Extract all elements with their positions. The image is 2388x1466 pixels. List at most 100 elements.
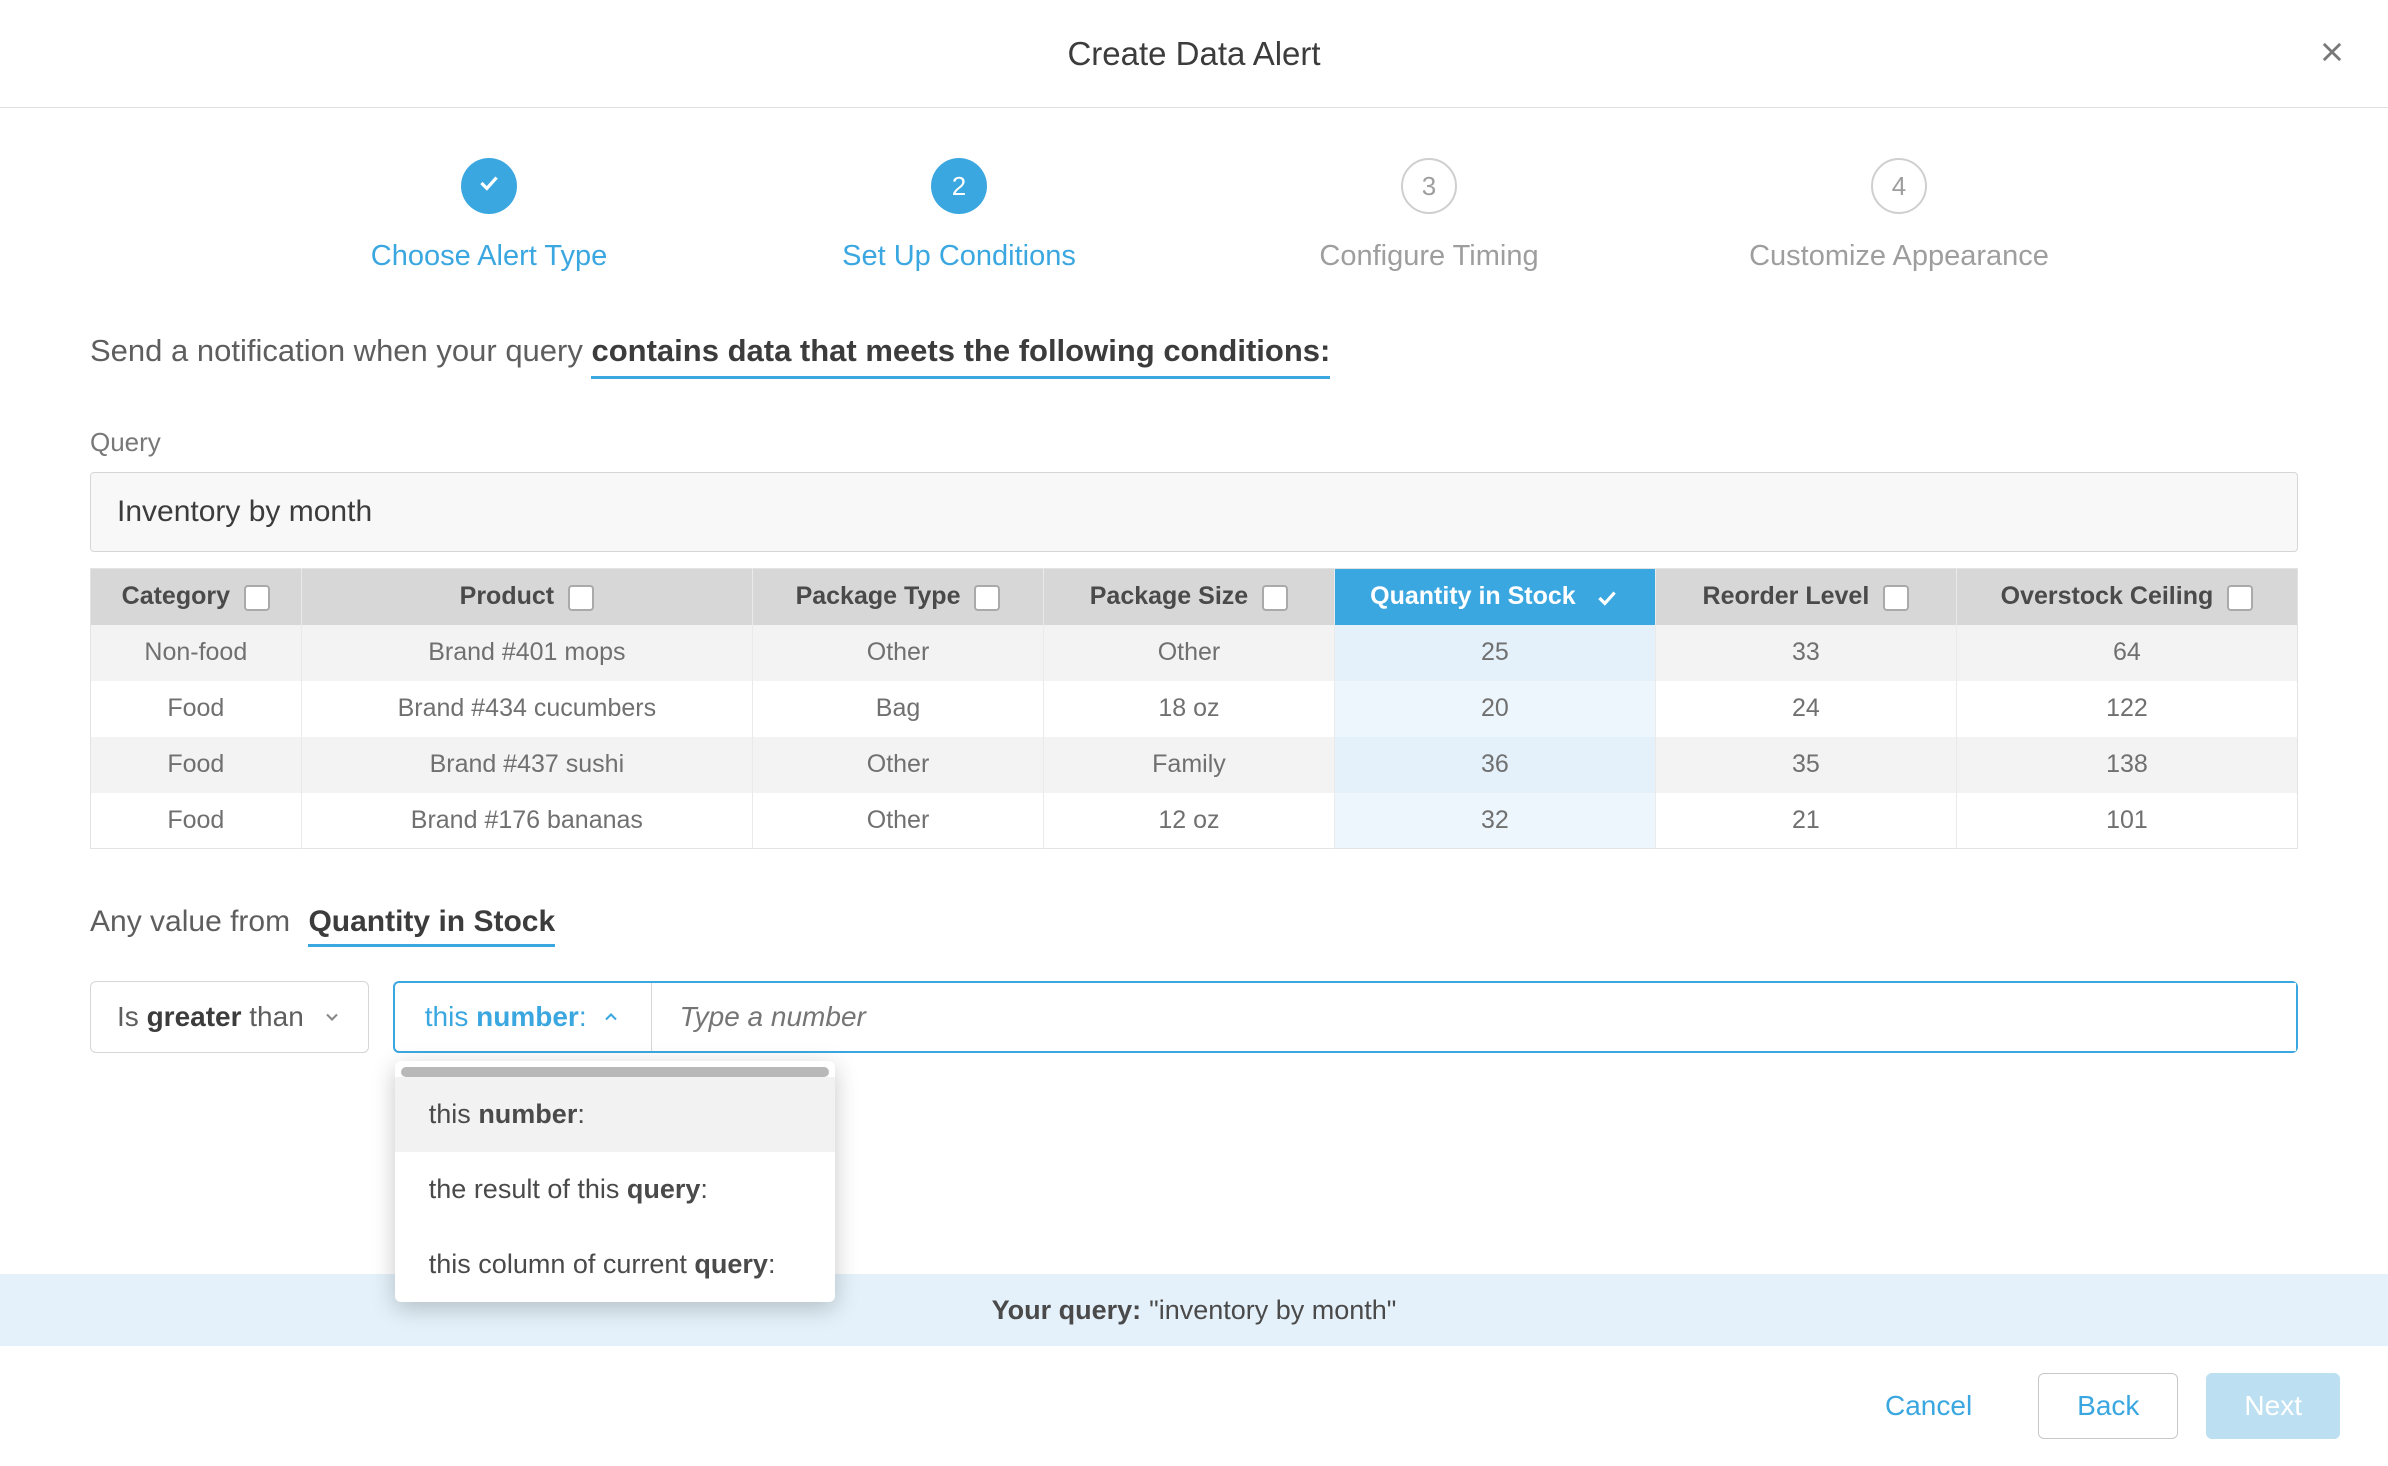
condition-controls: Is greater than this number: this number…: [90, 981, 2298, 1053]
next-button[interactable]: Next: [2206, 1373, 2340, 1439]
table-cell: 18 oz: [1044, 681, 1335, 737]
back-button[interactable]: Back: [2038, 1373, 2178, 1439]
comparator-post: than: [242, 1001, 304, 1032]
notification-condition-dropdown[interactable]: contains data that meets the following c…: [591, 333, 1330, 379]
dropdown-item-column[interactable]: this column of current query:: [395, 1227, 835, 1302]
value-type-post: :: [579, 1001, 587, 1032]
table-cell: Food: [91, 681, 302, 737]
comparator-select[interactable]: Is greater than: [90, 981, 369, 1053]
column-header[interactable]: Package Type: [753, 569, 1044, 625]
step-label: Customize Appearance: [1749, 240, 2049, 273]
column-header[interactable]: Quantity in Stock: [1334, 569, 1655, 625]
step-choose-alert-type[interactable]: Choose Alert Type: [254, 158, 724, 273]
condition-column-dropdown[interactable]: Quantity in Stock: [308, 905, 555, 947]
step-customize-appearance[interactable]: 4 Customize Appearance: [1664, 158, 2134, 273]
notification-sentence: Send a notification when your query cont…: [90, 333, 2298, 369]
cancel-button[interactable]: Cancel: [1847, 1373, 2010, 1439]
query-field-label: Query: [90, 427, 2298, 458]
comparator-pre: Is: [117, 1001, 147, 1032]
table-cell: Food: [91, 737, 302, 793]
check-icon: [476, 170, 502, 203]
table-cell: Other: [753, 793, 1044, 849]
table-cell: 33: [1655, 625, 1956, 681]
condition-sentence: Any value from Quantity in Stock: [90, 905, 2298, 939]
banner-label: Your query:: [992, 1295, 1142, 1326]
dropdown-item-number[interactable]: this number:: [395, 1077, 835, 1152]
table-cell: 35: [1655, 737, 1956, 793]
footer-actions: Cancel Back Next: [0, 1346, 2388, 1466]
column-label: Overstock Ceiling: [2001, 582, 2214, 610]
step-label: Choose Alert Type: [371, 240, 607, 273]
table-cell: Brand #176 bananas: [301, 793, 752, 849]
step-label: Set Up Conditions: [842, 240, 1076, 273]
comparator-bold: greater: [147, 1001, 242, 1032]
close-button[interactable]: [2312, 32, 2352, 72]
step-circle: 3: [1401, 158, 1457, 214]
step-configure-timing[interactable]: 3 Configure Timing: [1194, 158, 1664, 273]
close-icon: [2318, 38, 2346, 66]
column-checkbox[interactable]: [974, 585, 1000, 611]
table-row: FoodBrand #437 sushiOtherFamily3635138: [91, 737, 2298, 793]
column-header[interactable]: Overstock Ceiling: [1956, 569, 2297, 625]
table-cell: 24: [1655, 681, 1956, 737]
chevron-up-icon: [601, 1007, 621, 1027]
table-cell: 21: [1655, 793, 1956, 849]
dropdown-item-query-result[interactable]: the result of this query:: [395, 1152, 835, 1227]
column-label: Quantity in Stock: [1370, 582, 1576, 610]
table-cell: 12 oz: [1044, 793, 1335, 849]
column-header[interactable]: Reorder Level: [1655, 569, 1956, 625]
table-cell: Family: [1044, 737, 1335, 793]
step-circle: [461, 158, 517, 214]
column-header[interactable]: Package Size: [1044, 569, 1335, 625]
column-label: Product: [460, 582, 554, 610]
condition-prefix: Any value from: [90, 905, 290, 938]
value-type-dropdown: this number: the result of this query: t…: [395, 1061, 835, 1302]
table-row: FoodBrand #434 cucumbersBag18 oz2024122: [91, 681, 2298, 737]
notification-prefix: Send a notification when your query: [90, 333, 591, 368]
content-area: Send a notification when your query cont…: [0, 273, 2388, 1053]
table-cell: Food: [91, 793, 302, 849]
value-type-pre: this: [425, 1001, 476, 1032]
table-cell: 64: [1956, 625, 2297, 681]
table-row: Non-foodBrand #401 mopsOtherOther253364: [91, 625, 2298, 681]
stepper: Choose Alert Type 2 Set Up Conditions 3 …: [0, 108, 2388, 273]
banner-value: "inventory by month": [1149, 1295, 1396, 1326]
value-number-input[interactable]: [652, 983, 2296, 1051]
dropdown-scrollbar[interactable]: [401, 1067, 829, 1077]
table-cell: 20: [1334, 681, 1655, 737]
table-cell: Bag: [753, 681, 1044, 737]
column-checkbox[interactable]: [568, 585, 594, 611]
step-circle: 2: [931, 158, 987, 214]
chevron-down-icon: [322, 1007, 342, 1027]
value-input-group: this number: this number: the result of …: [393, 981, 2298, 1053]
value-type-bold: number: [476, 1001, 579, 1032]
table-cell: 101: [1956, 793, 2297, 849]
value-type-select[interactable]: this number:: [395, 983, 652, 1051]
check-icon: [1594, 585, 1620, 611]
column-checkbox[interactable]: [1883, 585, 1909, 611]
column-header[interactable]: Category: [91, 569, 302, 625]
query-summary-banner: Your query: "inventory by month": [0, 1274, 2388, 1346]
column-checkbox[interactable]: [244, 585, 270, 611]
column-checkbox[interactable]: [2227, 585, 2253, 611]
data-preview-table: Category Product Package Type Package Size Q…: [90, 568, 2298, 849]
table-cell: 36: [1334, 737, 1655, 793]
column-header[interactable]: Product: [301, 569, 752, 625]
step-label: Configure Timing: [1319, 240, 1538, 273]
table-cell: Other: [1044, 625, 1335, 681]
table-cell: 32: [1334, 793, 1655, 849]
table-cell: Brand #434 cucumbers: [301, 681, 752, 737]
table-cell: Brand #437 sushi: [301, 737, 752, 793]
table-cell: 122: [1956, 681, 2297, 737]
step-set-up-conditions[interactable]: 2 Set Up Conditions: [724, 158, 1194, 273]
column-label: Package Size: [1090, 582, 1248, 610]
modal-title: Create Data Alert: [1067, 35, 1320, 73]
column-label: Package Type: [796, 582, 961, 610]
table-row: FoodBrand #176 bananasOther12 oz3221101: [91, 793, 2298, 849]
query-select[interactable]: Inventory by month: [90, 472, 2298, 552]
modal-header: Create Data Alert: [0, 0, 2388, 108]
step-circle: 4: [1871, 158, 1927, 214]
table-cell: Brand #401 mops: [301, 625, 752, 681]
column-checkbox[interactable]: [1262, 585, 1288, 611]
table-cell: Non-food: [91, 625, 302, 681]
